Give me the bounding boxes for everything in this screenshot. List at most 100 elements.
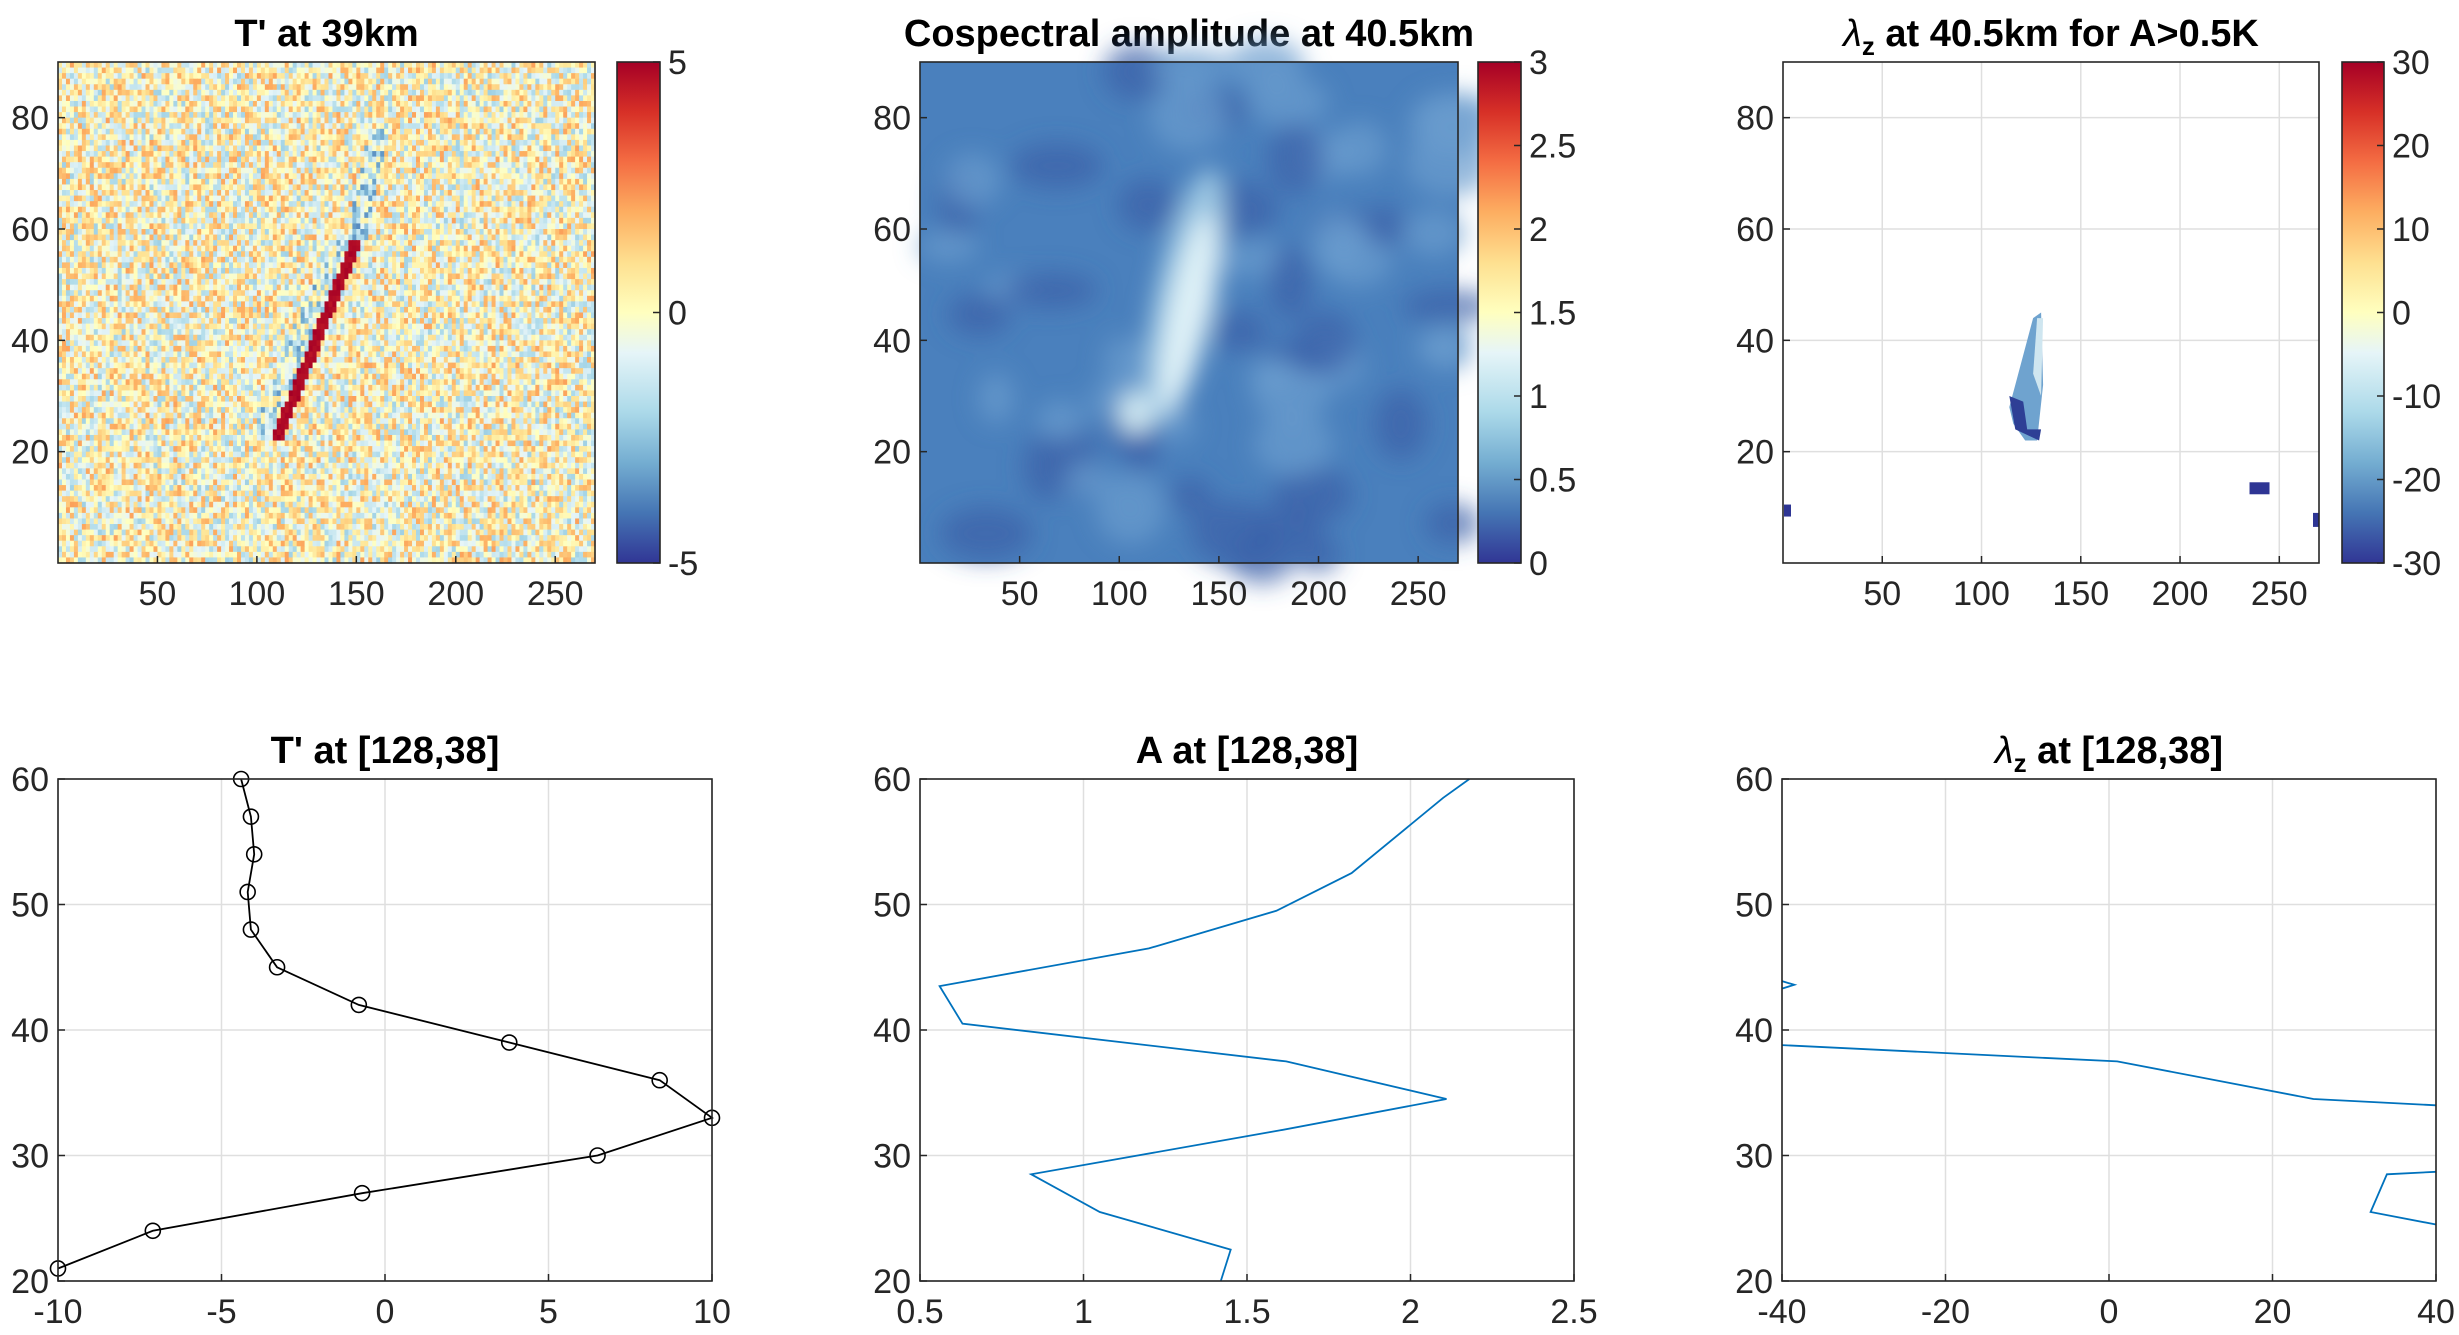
heatmap-cell — [193, 151, 198, 158]
heatmap-cell — [400, 195, 405, 202]
heatmap-cell — [479, 84, 485, 91]
heatmap-cell — [483, 223, 489, 230]
heatmap-cell — [459, 223, 465, 230]
heatmap-cell — [384, 139, 389, 147]
heatmap-cell — [543, 167, 548, 174]
heatmap-cell — [575, 112, 580, 119]
heatmap-cell — [368, 251, 373, 258]
heatmap-cell — [93, 134, 99, 141]
heatmap-cell — [105, 240, 111, 247]
heatmap-cell — [145, 123, 151, 130]
heatmap-cell — [264, 162, 270, 169]
heatmap-cell — [427, 240, 433, 247]
heatmap-cell — [467, 62, 473, 69]
heatmap-cell — [487, 73, 493, 80]
heatmap-cell — [244, 134, 250, 141]
heatmap-cell — [260, 156, 266, 163]
heatmap-cell — [559, 78, 564, 85]
heatmap-cell — [69, 190, 75, 197]
heatmap-cell — [225, 234, 230, 241]
heatmap-cell — [439, 201, 445, 208]
heatmap-cell — [591, 84, 596, 91]
heatmap-cell — [491, 139, 497, 147]
heatmap-cell — [209, 178, 214, 186]
heatmap-cell — [543, 156, 548, 163]
heatmap-cell — [105, 106, 111, 113]
heatmap-cell — [272, 100, 278, 108]
heatmap-cell — [408, 190, 413, 197]
heatmap-cell — [280, 240, 286, 247]
heatmap-cell — [388, 139, 393, 147]
heatmap-cell — [368, 223, 373, 230]
heatmap-cell — [571, 173, 576, 180]
heatmap-cell — [463, 217, 469, 225]
heatmap-cell — [404, 217, 409, 225]
heatmap-cell — [463, 206, 469, 213]
heatmap-cell — [240, 106, 246, 113]
heatmap-cell — [101, 84, 107, 91]
heatmap-cell — [121, 217, 127, 225]
heatmap-cell — [69, 217, 75, 225]
heatmap-cell — [233, 217, 238, 225]
heatmap-cell — [336, 84, 342, 91]
heatmap-cell — [475, 95, 481, 102]
heatmap-cell — [459, 195, 465, 202]
heatmap-cell — [499, 128, 505, 135]
heatmap-cell — [459, 156, 465, 163]
heatmap-cell — [248, 139, 254, 147]
heatmap-cell — [376, 139, 381, 147]
heatmap-cell — [451, 234, 457, 241]
heatmap-cell — [495, 123, 501, 130]
heatmap-cell — [587, 217, 592, 225]
heatmap-cell — [499, 206, 505, 213]
heatmap-cell — [507, 100, 513, 108]
heatmap-cell — [125, 106, 131, 113]
heatmap-cell — [503, 262, 509, 269]
heatmap-cell — [145, 89, 151, 96]
heatmap-cell — [121, 251, 127, 258]
heatmap-cell — [276, 178, 282, 186]
heatmap-cell — [101, 89, 107, 96]
heatmap-cell — [491, 167, 497, 174]
heatmap-cell — [443, 201, 449, 208]
heatmap-cell — [567, 245, 572, 252]
heatmap-cell — [276, 156, 282, 163]
heatmap-cell — [320, 162, 326, 169]
heatmap-cell — [384, 173, 389, 180]
heatmap-cell — [312, 223, 318, 230]
heatmap-cell — [280, 84, 286, 91]
heatmap-cell — [58, 151, 63, 158]
heatmap-cell — [567, 173, 572, 180]
heatmap-cell — [304, 112, 310, 119]
heatmap-cell — [388, 184, 393, 191]
heatmap-cell — [292, 128, 298, 135]
heatmap-cell — [416, 145, 421, 152]
heatmap-cell — [376, 217, 381, 225]
heatmap-cell — [503, 67, 509, 74]
heatmap-cell — [507, 162, 513, 169]
heatmap-cell — [340, 217, 345, 225]
heatmap-cell — [272, 212, 278, 219]
heatmap-cell — [587, 251, 592, 258]
heatmap-cell — [356, 178, 361, 186]
heatmap-cell — [237, 139, 242, 147]
heatmap-cell — [252, 217, 258, 225]
heatmap-cell — [543, 84, 548, 91]
heatmap-cell — [571, 89, 576, 96]
heatmap-cell — [197, 167, 202, 174]
heatmap-cell — [419, 106, 425, 113]
heatmap-cell — [77, 123, 83, 130]
heatmap-cell — [185, 251, 190, 258]
heatmap-cell — [117, 217, 123, 225]
heatmap-cell — [65, 234, 71, 241]
heatmap-cell — [435, 234, 441, 241]
heatmap-cell — [117, 84, 123, 91]
heatmap-cell — [340, 128, 345, 135]
heatmap-cell — [129, 167, 135, 174]
heatmap-cell — [117, 156, 123, 163]
heatmap-cell — [244, 128, 250, 135]
heatmap-cell — [487, 240, 493, 247]
heatmap-cell — [129, 217, 135, 225]
heatmap-cell — [129, 206, 135, 213]
heatmap-cell — [248, 128, 254, 135]
